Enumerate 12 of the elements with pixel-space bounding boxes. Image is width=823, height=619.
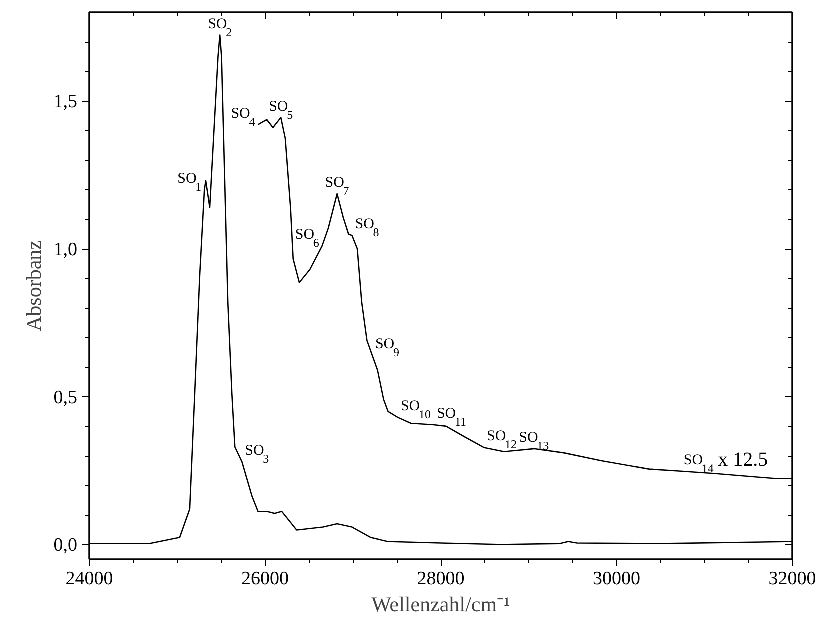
y-axis-title: Absorbanz <box>22 240 46 332</box>
x-tick-label: 28000 <box>417 568 465 590</box>
y-tick-label: 0,0 <box>54 535 78 556</box>
x-tick-label: 26000 <box>242 568 289 590</box>
x-tick-label: 24000 <box>66 568 114 590</box>
y-tick-label: 1,5 <box>54 92 78 113</box>
y-tick-label: 1,0 <box>54 240 78 261</box>
x-tick-label: 30000 <box>593 568 640 590</box>
y-tick-label: 0,5 <box>54 387 78 408</box>
x-axis-title: Wellenzahl/cm⁻¹ <box>372 592 510 616</box>
x-tick-label: 32000 <box>768 568 816 590</box>
annotation: x 12.5 <box>718 448 768 471</box>
